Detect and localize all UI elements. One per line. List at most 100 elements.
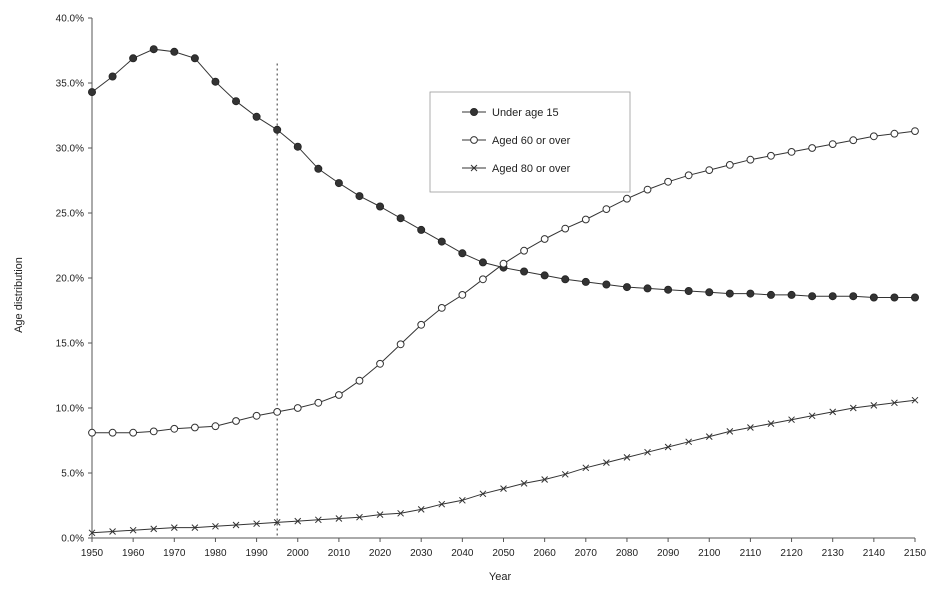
aged-80-point xyxy=(417,506,425,513)
under-15-point xyxy=(232,97,241,106)
x-tick-label: 2150 xyxy=(904,548,927,559)
aged-80-point xyxy=(335,515,343,522)
aged-60-point xyxy=(828,140,837,149)
under-15-point xyxy=(108,72,117,81)
y-tick-label: 0.0% xyxy=(61,534,84,545)
aged-80-point xyxy=(644,448,651,456)
y-tick-label: 35.0% xyxy=(56,79,84,90)
x-tick-label: 2080 xyxy=(616,548,639,559)
aged-60-point xyxy=(911,127,919,136)
under-15-point xyxy=(540,271,549,280)
under-15-point xyxy=(314,164,323,173)
aged-80-point xyxy=(767,420,775,427)
under-15-point xyxy=(808,292,817,301)
series-layer xyxy=(88,45,920,537)
aged-80-point xyxy=(232,521,240,529)
under-15-point xyxy=(725,289,734,298)
aged-60-point xyxy=(746,155,755,164)
aged-60-point xyxy=(767,151,775,160)
aged-60-point xyxy=(108,428,117,437)
aged-80-point xyxy=(603,459,610,466)
under-15-point xyxy=(684,286,693,295)
aged-80-point xyxy=(685,438,693,446)
under-15-point xyxy=(602,280,611,289)
x-tick-label: 2100 xyxy=(698,548,721,559)
under-15-point xyxy=(129,54,138,63)
legend: Under age 15 Aged 60 or over Aged 80 or ov… xyxy=(429,91,631,193)
aged-60-point xyxy=(725,161,734,169)
series-3 xyxy=(88,396,919,537)
aged-60-point xyxy=(458,291,467,299)
aged-80-point xyxy=(129,526,137,534)
aged-80-point xyxy=(705,433,713,440)
x-tick-label: 2120 xyxy=(780,548,803,559)
aged-80-point xyxy=(664,443,672,451)
aged-60-point xyxy=(273,408,282,416)
tick-layer: 0.0% 5.0% 10.0% 15.0% 20.0% 25.0% 30.0% 35.0% 40… xyxy=(56,14,927,560)
aged-60-point xyxy=(869,132,878,141)
aged-80-point xyxy=(314,516,322,524)
aged-60-point xyxy=(787,148,796,156)
y-tick-label: 25.0% xyxy=(56,209,84,220)
series-1 xyxy=(88,45,920,302)
aged-80-point xyxy=(520,480,528,487)
aged-60-point xyxy=(849,136,858,145)
x-tick-label: 2140 xyxy=(863,548,886,559)
under-15-point xyxy=(890,293,899,302)
aged-60-point xyxy=(252,411,261,420)
aged-60-point xyxy=(520,246,528,255)
under-15-point xyxy=(869,293,878,302)
aged-60-point xyxy=(540,235,549,243)
aged-60-point xyxy=(808,144,817,152)
aged-60-point xyxy=(890,129,899,138)
aged-60-point xyxy=(470,136,478,144)
under-15-point xyxy=(190,54,199,63)
legend-label: Under age 15 xyxy=(492,107,559,119)
y-tick-label: 15.0% xyxy=(56,339,84,350)
under-15-point xyxy=(581,277,590,286)
under-15-point xyxy=(664,285,673,294)
y-axis-title: Age distribution xyxy=(13,257,25,333)
aged-80-point xyxy=(376,511,384,518)
x-tick-label: 1980 xyxy=(204,548,227,559)
x-tick-label: 2040 xyxy=(451,548,474,559)
under-15-point xyxy=(766,290,775,299)
aged-80-point xyxy=(808,412,816,420)
aged-80-point xyxy=(191,524,199,531)
aged-80-point xyxy=(561,470,569,478)
x-tick-label: 2020 xyxy=(369,548,392,559)
aged-80-point xyxy=(150,525,158,533)
aged-60-point xyxy=(232,417,240,425)
aged-80-point xyxy=(479,490,487,498)
x-tick-label: 1990 xyxy=(245,548,268,559)
legend-box xyxy=(429,91,631,193)
aged-60-point xyxy=(437,304,446,312)
aged-80-point xyxy=(911,396,919,404)
aged-60-point xyxy=(643,185,652,194)
under-15-point xyxy=(787,290,796,299)
aged-80-point xyxy=(726,428,734,435)
aged-80-point xyxy=(273,519,281,526)
aged-60-point xyxy=(190,423,199,432)
aged-80-point xyxy=(829,408,837,416)
x-tick-label: 2070 xyxy=(575,548,598,559)
aged-80-point xyxy=(849,404,857,412)
aged-80-point xyxy=(458,496,466,504)
under-15-point xyxy=(520,267,529,276)
under-15-point xyxy=(273,125,282,134)
aged-80-point xyxy=(397,509,404,517)
under-15-point xyxy=(478,258,487,267)
aged-80-point xyxy=(88,529,96,537)
aged-60-point xyxy=(684,171,693,180)
under-15-point xyxy=(643,284,652,293)
aged-80-point xyxy=(356,513,363,521)
x-axis-title: Year xyxy=(489,571,512,583)
y-tick-label: 40.0% xyxy=(56,14,84,25)
aged-60-point xyxy=(417,320,426,329)
x-tick-label: 2110 xyxy=(740,548,762,559)
aged-80-point xyxy=(788,416,795,424)
aged-60-point xyxy=(623,194,631,203)
under-15-point xyxy=(88,88,97,97)
aged-60-point xyxy=(602,205,611,214)
